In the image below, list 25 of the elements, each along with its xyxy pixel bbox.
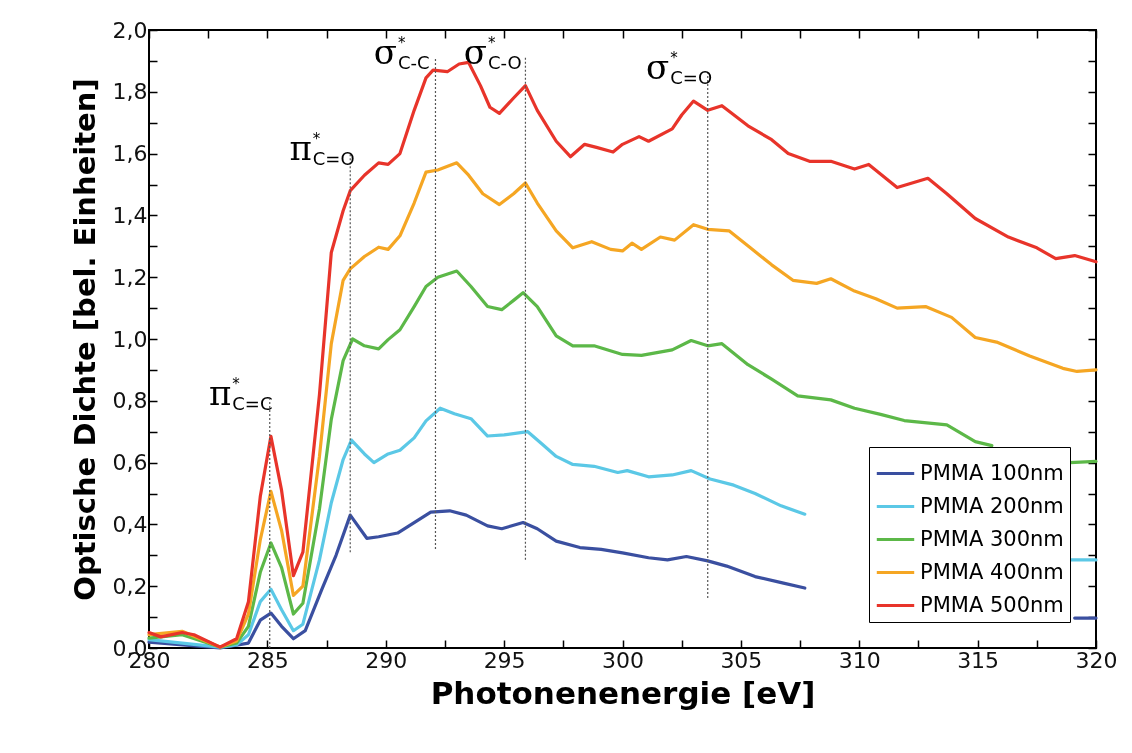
x-axis-title: Photonenenergie [eV]	[430, 674, 816, 711]
y-tick-label: 1,2	[112, 264, 148, 290]
x-tick-label: 305	[720, 647, 763, 673]
y-tick-label: 1,8	[112, 79, 148, 105]
y-tick-label: 1,4	[112, 202, 148, 228]
x-tick-label: 315	[957, 647, 1000, 673]
x-tick-label: 290	[365, 647, 408, 673]
legend-label: PMMA 300nm	[920, 526, 1064, 551]
y-tick-label: 0,6	[112, 450, 148, 476]
y-tick-label: 0,2	[112, 573, 148, 599]
y-axis-title: Optische Dichte [bel. Einheiten]	[67, 78, 102, 601]
legend-label: PMMA 500nm	[920, 592, 1064, 617]
x-tick-label: 300	[602, 647, 644, 673]
y-tick-label: 2,0	[112, 17, 148, 43]
legend-label: PMMA 400nm	[920, 559, 1064, 584]
legend-label: PMMA 200nm	[920, 493, 1064, 518]
x-tick-label: 320	[1075, 647, 1118, 673]
y-tick-label: 1,6	[112, 141, 148, 167]
y-tick-label: 0,4	[112, 511, 148, 537]
x-tick-label: 310	[838, 647, 881, 673]
x-tick-label: 285	[246, 647, 289, 673]
y-tick-label: 0,8	[112, 388, 148, 414]
y-tick-label: 1,0	[112, 326, 148, 352]
x-tick-label: 295	[483, 647, 526, 673]
legend-label: PMMA 100nm	[920, 460, 1064, 485]
